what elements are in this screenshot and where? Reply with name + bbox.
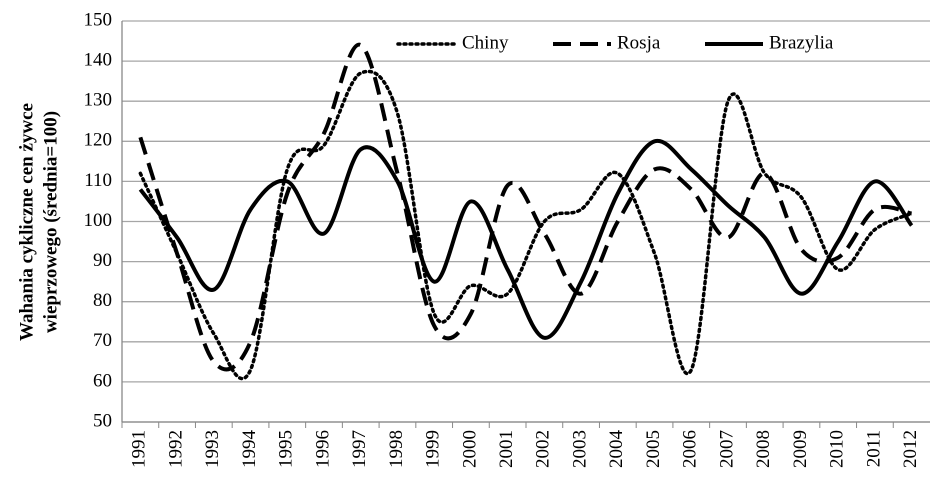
series-line — [138, 138, 914, 340]
y-tick-label: 50 — [93, 410, 112, 431]
x-tick-label: 2000 — [459, 430, 480, 468]
x-tick-label: 1998 — [386, 430, 407, 468]
y-tick-label: 120 — [84, 130, 113, 151]
x-tick-label: 2002 — [533, 430, 554, 468]
x-tick-label: 1995 — [276, 430, 297, 468]
x-tick-label: 1993 — [202, 430, 223, 468]
x-tick-label: 1996 — [312, 430, 333, 468]
x-tick-label: 1991 — [129, 430, 150, 468]
y-axis-title: Wahania cykliczne cen żywce wieprzowego … — [16, 103, 61, 341]
x-tick-label: 1999 — [423, 430, 444, 468]
y-title-line: Wahania cykliczne cen żywce — [16, 103, 37, 341]
x-tick-label: 2003 — [569, 430, 590, 468]
x-tick-label: 1997 — [349, 430, 370, 468]
y-tick-label: 100 — [84, 210, 113, 231]
y-tick-label: 110 — [84, 170, 112, 191]
y-tick-label: 150 — [84, 9, 113, 30]
y-tick-label: 80 — [93, 290, 112, 311]
y-tick-label: 140 — [84, 49, 113, 70]
series-line — [138, 43, 913, 372]
x-tick-label: 2009 — [790, 430, 811, 468]
x-tick-label: 2010 — [827, 430, 848, 468]
legend-label: Brazylia — [769, 32, 834, 53]
x-tick-label: 2008 — [753, 430, 774, 468]
x-tick-label: 1994 — [239, 430, 260, 469]
y-tick-label: 130 — [84, 90, 113, 111]
legend-label: Chiny — [462, 32, 509, 53]
x-tick-label: 2006 — [680, 430, 701, 468]
legend-label: Rosja — [617, 32, 661, 53]
y-tick-label: 60 — [93, 370, 112, 391]
y-title-line: wieprzowego (średnia=100) — [40, 111, 61, 333]
x-tick-label: 2005 — [643, 430, 664, 468]
x-tick-label: 2001 — [496, 430, 517, 468]
y-tick-label: 70 — [93, 330, 112, 351]
y-tick-label: 90 — [93, 250, 112, 271]
x-tick-label: 1992 — [165, 430, 186, 468]
x-tick-label: 2011 — [863, 430, 884, 467]
x-tick-label: 2007 — [716, 430, 737, 468]
x-tick-label: 2004 — [606, 430, 627, 469]
x-tick-label: 2012 — [900, 430, 921, 468]
